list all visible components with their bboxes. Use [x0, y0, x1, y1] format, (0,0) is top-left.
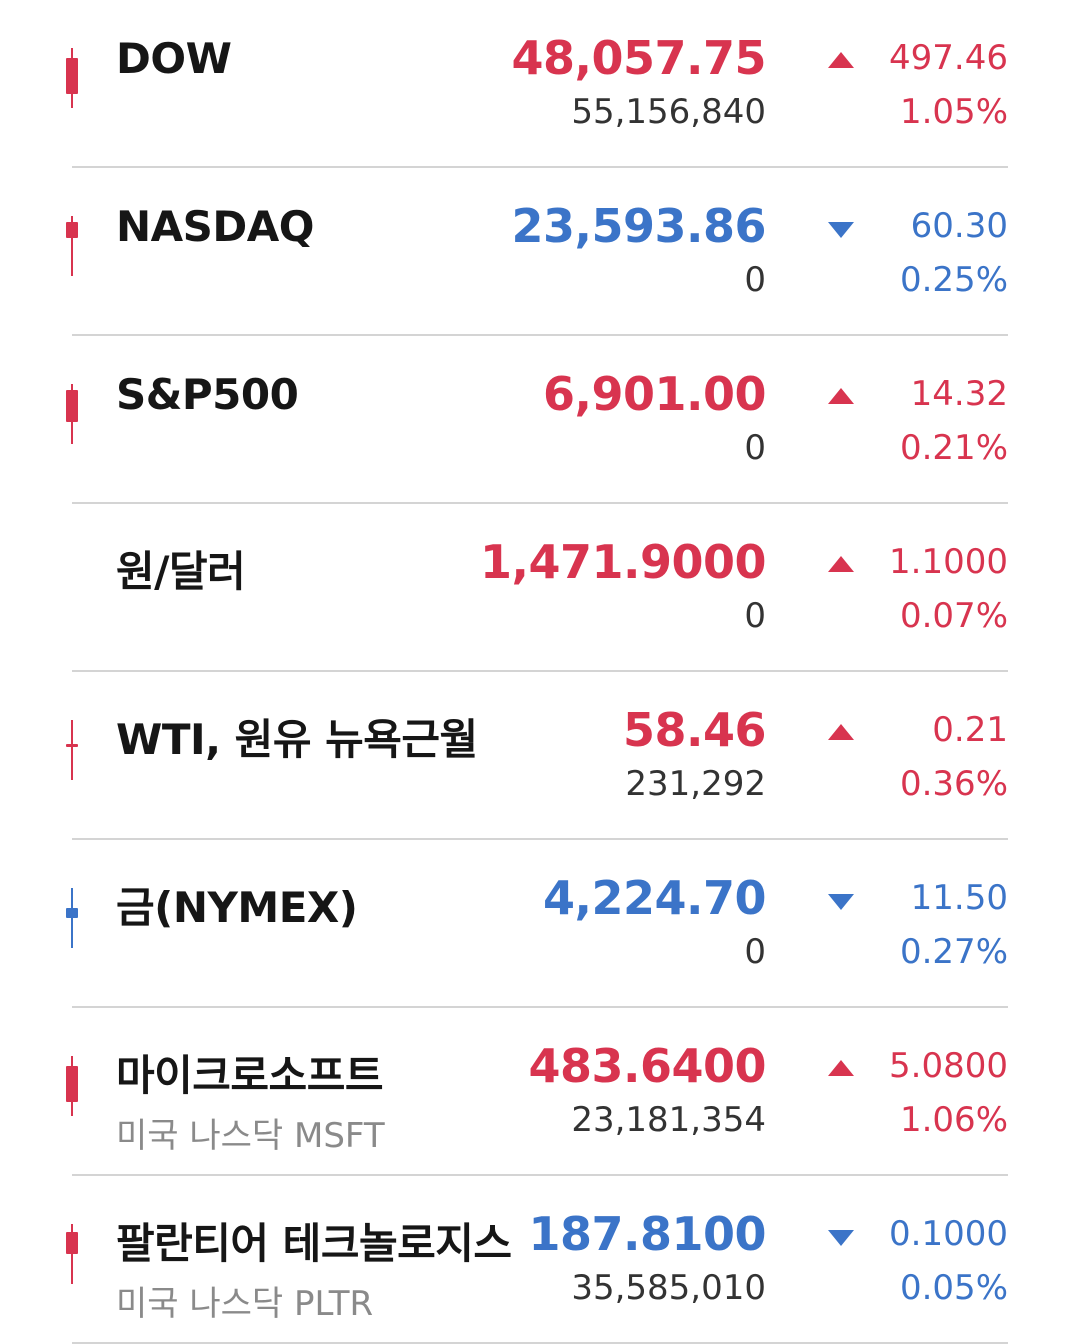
item-change-percent: 0.25%: [899, 260, 1008, 300]
list-item-wti[interactable]: WTI, 원유 뉴욕근월 58.46 231,292 0.21 0.36%: [66, 672, 1008, 840]
triangle-up-icon: [828, 724, 854, 740]
item-change: 60.30: [910, 206, 1008, 246]
item-change: 5.0800: [889, 1046, 1008, 1086]
item-change-percent: 0.36%: [899, 764, 1008, 804]
item-name: S&P500: [116, 370, 299, 419]
list-item-dow[interactable]: DOW 48,057.75 55,156,840 497.46 1.05%: [66, 0, 1008, 168]
list-item-pltr[interactable]: 팔란티어 테크놀로지스 미국 나스닥 PLTR 187.8100 35,585,…: [66, 1176, 1008, 1344]
item-price: 58.46: [622, 703, 767, 757]
candle-down-icon: [66, 888, 78, 948]
item-price: 4,224.70: [543, 871, 767, 925]
item-change-percent: 1.06%: [899, 1100, 1008, 1140]
item-change-percent: 0.05%: [899, 1268, 1008, 1308]
triangle-up-icon: [828, 52, 854, 68]
item-price: 187.8100: [528, 1207, 766, 1261]
candle-up-icon: [66, 384, 78, 444]
candle-up-icon: [66, 48, 78, 108]
item-volume: 0: [744, 428, 766, 468]
item-volume: 0: [744, 596, 766, 636]
item-change: 1.1000: [889, 542, 1008, 582]
candle-up-icon: [66, 720, 78, 780]
item-volume: 0: [744, 260, 766, 300]
item-change: 0.1000: [889, 1214, 1008, 1254]
item-market-ticker: 미국 나스닥 MSFT: [116, 1116, 385, 1156]
item-change: 11.50: [910, 878, 1008, 918]
item-volume: 55,156,840: [571, 92, 766, 132]
triangle-up-icon: [828, 1060, 854, 1076]
item-change: 497.46: [889, 38, 1008, 78]
item-change-percent: 1.05%: [899, 92, 1008, 132]
list-item-msft[interactable]: 마이크로소프트 미국 나스닥 MSFT 483.6400 23,181,354 …: [66, 1008, 1008, 1176]
triangle-up-icon: [828, 556, 854, 572]
item-price: 1,471.9000: [479, 535, 767, 589]
item-name: WTI, 원유 뉴욕근월: [116, 715, 478, 764]
triangle-down-icon: [828, 222, 854, 238]
candle-up-icon: [66, 1056, 78, 1116]
item-name: 금(NYMEX): [116, 883, 358, 932]
item-price: 483.6400: [528, 1039, 766, 1093]
item-change-percent: 0.27%: [899, 932, 1008, 972]
item-name: 팔란티어 테크놀로지스: [116, 1219, 512, 1268]
market-index-list: DOW 48,057.75 55,156,840 497.46 1.05% NA…: [66, 0, 1008, 1344]
item-change: 14.32: [910, 374, 1008, 414]
item-volume: 35,585,010: [571, 1268, 766, 1308]
triangle-down-icon: [828, 1230, 854, 1246]
item-price: 23,593.86: [511, 199, 767, 253]
list-item-sp500[interactable]: S&P500 6,901.00 0 14.32 0.21%: [66, 336, 1008, 504]
list-item-nasdaq[interactable]: NASDAQ 23,593.86 0 60.30 0.25%: [66, 168, 1008, 336]
item-name: DOW: [116, 34, 232, 83]
list-item-gold-nymex[interactable]: 금(NYMEX) 4,224.70 0 11.50 0.27%: [66, 840, 1008, 1008]
item-price: 48,057.75: [511, 31, 767, 85]
item-change-percent: 0.21%: [899, 428, 1008, 468]
item-volume: 23,181,354: [571, 1100, 766, 1140]
candle-up-icon: [66, 1224, 78, 1284]
item-name: 원/달러: [116, 547, 246, 596]
item-name: NASDAQ: [116, 202, 314, 251]
item-market-ticker: 미국 나스닥 PLTR: [116, 1284, 374, 1324]
item-volume: 231,292: [625, 764, 766, 804]
item-volume: 0: [744, 932, 766, 972]
triangle-up-icon: [828, 388, 854, 404]
item-name: 마이크로소프트: [116, 1051, 383, 1100]
item-price: 6,901.00: [543, 367, 767, 421]
list-item-krw-usd[interactable]: 원/달러 1,471.9000 0 1.1000 0.07%: [72, 504, 1008, 672]
item-change-percent: 0.07%: [899, 596, 1008, 636]
triangle-down-icon: [828, 894, 854, 910]
item-change: 0.21: [932, 710, 1008, 750]
candle-up-icon: [66, 216, 78, 276]
